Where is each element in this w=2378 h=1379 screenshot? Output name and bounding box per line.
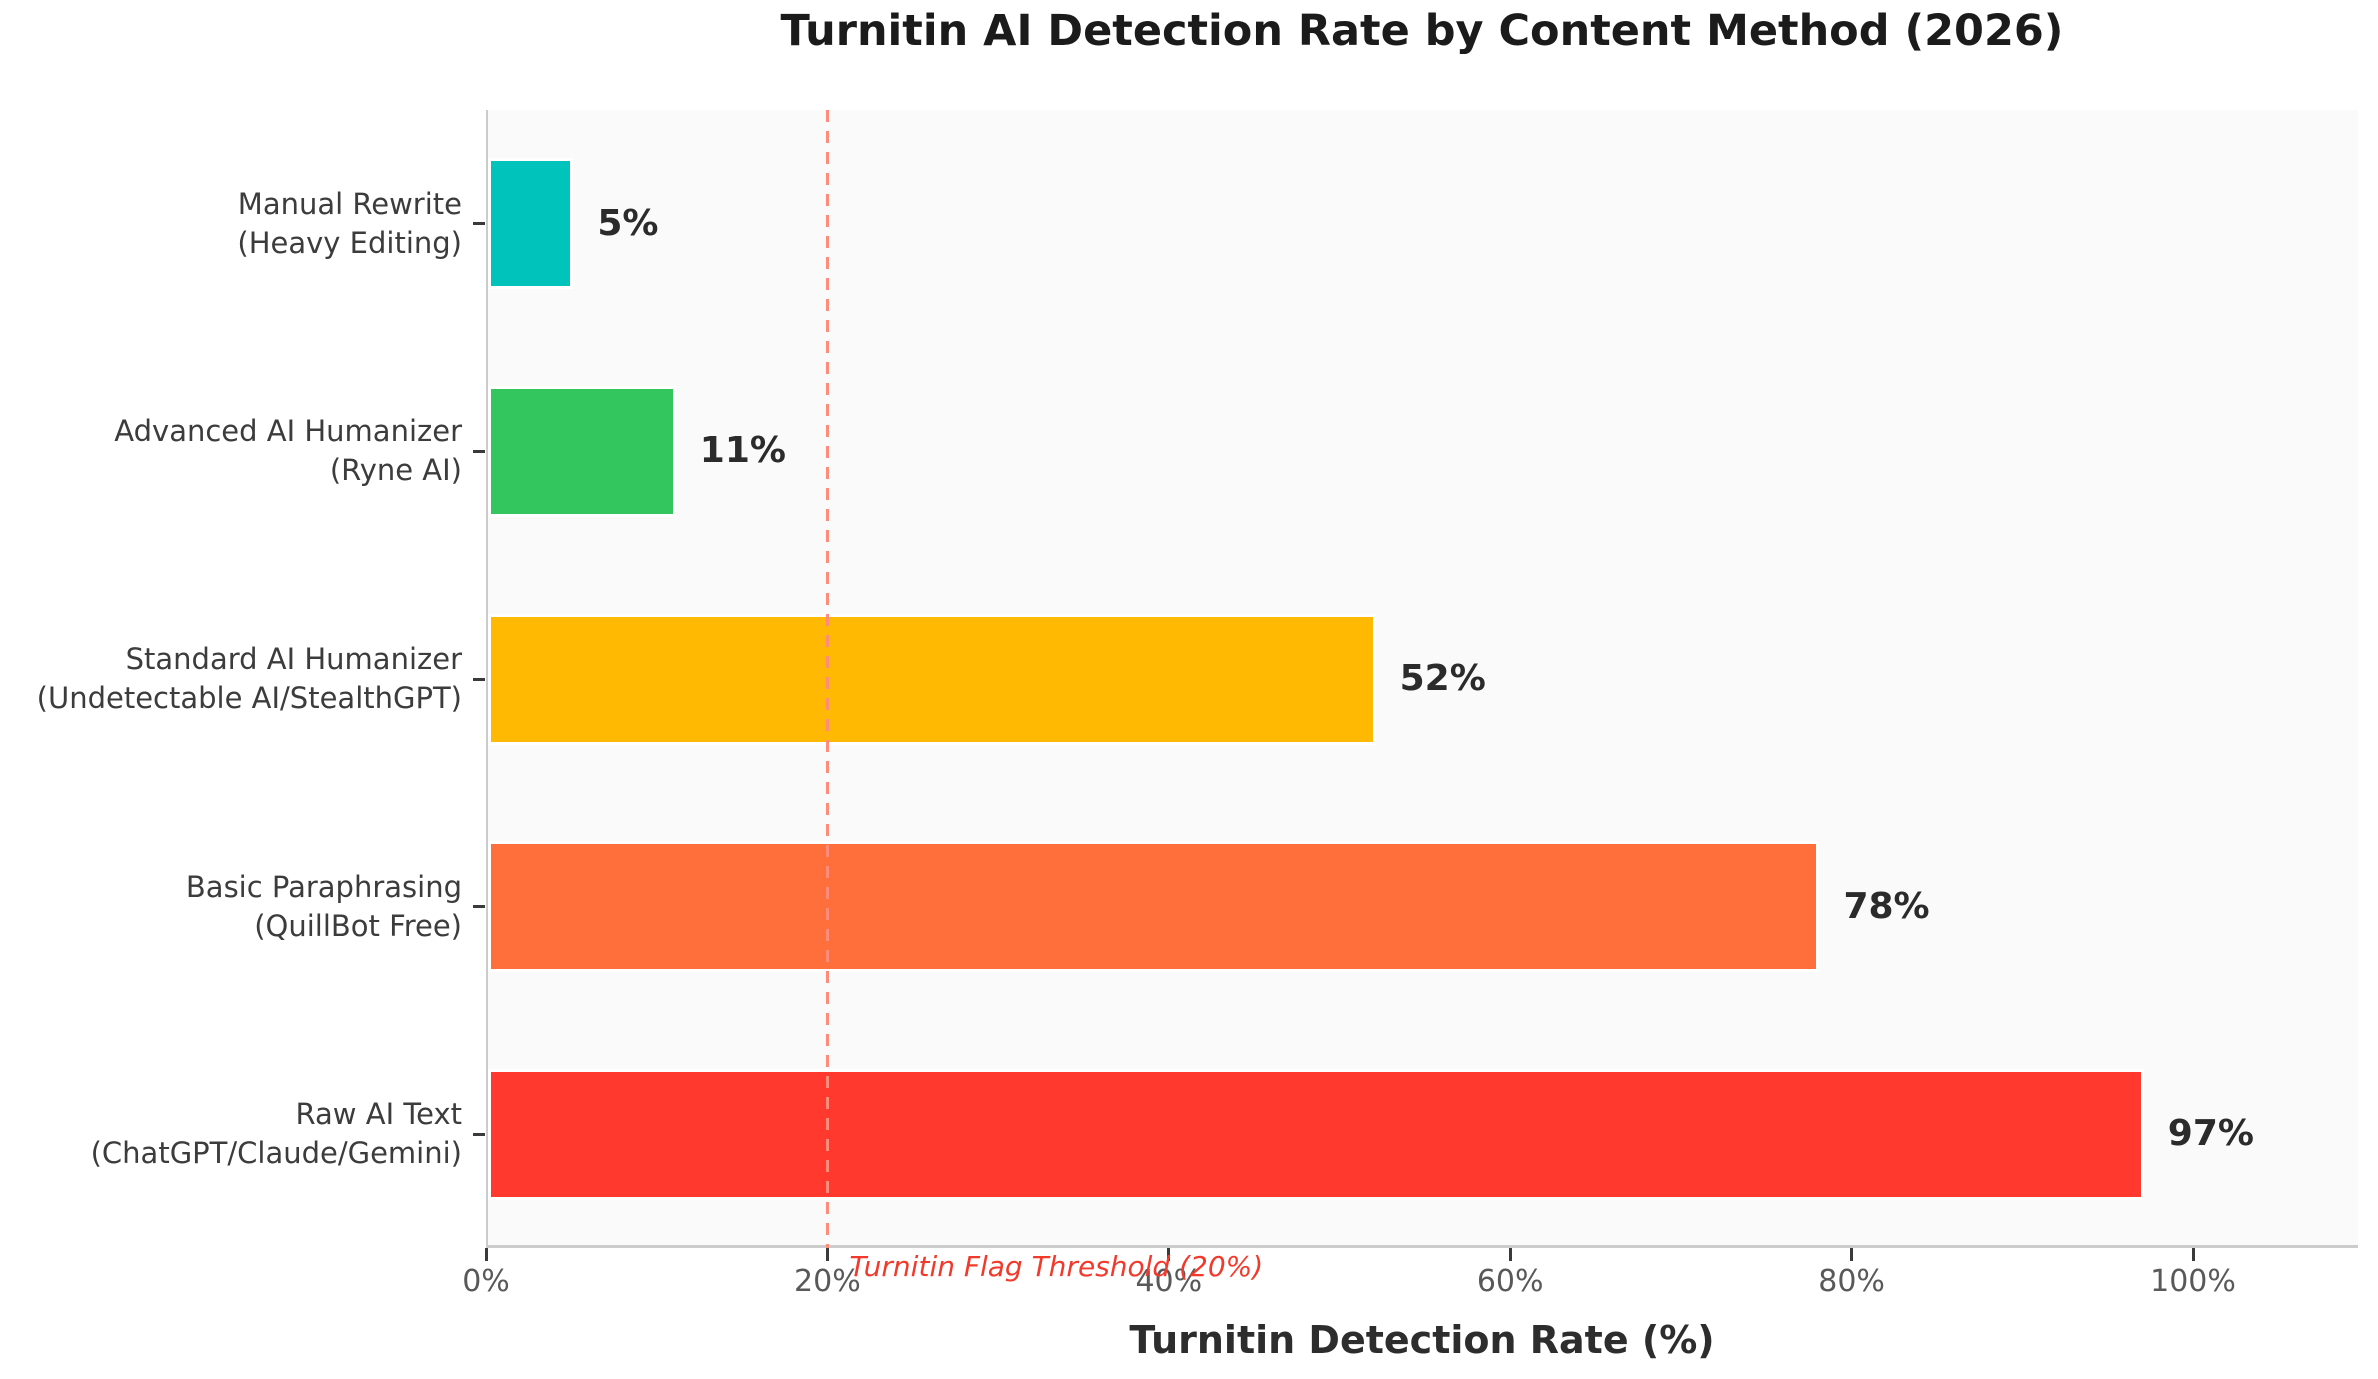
bar-value-label: 11%: [699, 430, 786, 472]
x-tick-label: 60%: [1476, 1264, 1544, 1299]
x-tick-mark: [825, 1248, 829, 1261]
category-label: Advanced AI Humanizer (Ryne AI): [0, 412, 462, 490]
x-tick-mark: [1850, 1248, 1854, 1261]
category-label-line: Basic Paraphrasing: [185, 869, 462, 904]
x-tick-label: 0%: [462, 1264, 510, 1299]
category-label: Basic Paraphrasing (QuillBot Free): [0, 868, 462, 946]
x-axis-label: Turnitin Detection Rate (%): [1129, 1318, 1715, 1362]
category-label: Standard AI Humanizer (Undetectable AI/St…: [0, 640, 462, 718]
x-tick-mark: [1167, 1248, 1171, 1261]
y-tick-mark: [473, 1132, 485, 1136]
x-tick-label: 80%: [1818, 1264, 1885, 1299]
y-tick-mark: [473, 905, 485, 909]
category-label-line: (Undetectable AI/StealthGPT): [36, 681, 462, 715]
x-tick-mark: [2191, 1248, 2195, 1261]
category-label-line: Raw AI Text: [295, 1097, 462, 1132]
x-tick-label: 40%: [1135, 1264, 1203, 1299]
y-tick-mark: [473, 449, 485, 453]
category-label: Raw AI Text (ChatGPT/Claude/Gemini): [0, 1095, 462, 1173]
x-tick-mark: [1508, 1248, 1512, 1261]
bar-value-label: 5%: [597, 202, 659, 244]
category-label: Manual Rewrite (Heavy Editing): [0, 185, 462, 263]
threshold-line: [825, 110, 829, 1248]
bar: [488, 613, 1376, 745]
bar: [488, 841, 1820, 973]
category-label-line: (Heavy Editing): [237, 225, 462, 260]
category-label-line: Advanced AI Humanizer: [114, 414, 462, 449]
y-tick-mark: [473, 222, 485, 226]
category-label-line: (Ryne AI): [329, 453, 462, 488]
category-label-line: (QuillBot Free): [254, 908, 462, 943]
x-tick-mark: [484, 1248, 488, 1261]
bar: [488, 385, 676, 517]
chart-title: Turnitin AI Detection Rate by Content Me…: [780, 6, 2064, 56]
threshold-label: Turnitin Flag Threshold (20%): [849, 1250, 1264, 1283]
bar-value-label: 52%: [1399, 658, 1486, 699]
category-label-line: Manual Rewrite: [237, 186, 462, 221]
category-label-line: (ChatGPT/Claude/Gemini): [90, 1136, 462, 1171]
y-tick-mark: [473, 677, 485, 681]
bar-value-label: 97%: [2167, 1113, 2254, 1155]
category-label-line: Standard AI Humanizer: [125, 642, 462, 676]
x-tick-label: 20%: [794, 1264, 861, 1299]
x-tick-label: 100%: [2150, 1264, 2236, 1299]
bar: [488, 1068, 2144, 1200]
bar-value-label: 78%: [1843, 885, 1930, 927]
bar: [488, 158, 574, 290]
